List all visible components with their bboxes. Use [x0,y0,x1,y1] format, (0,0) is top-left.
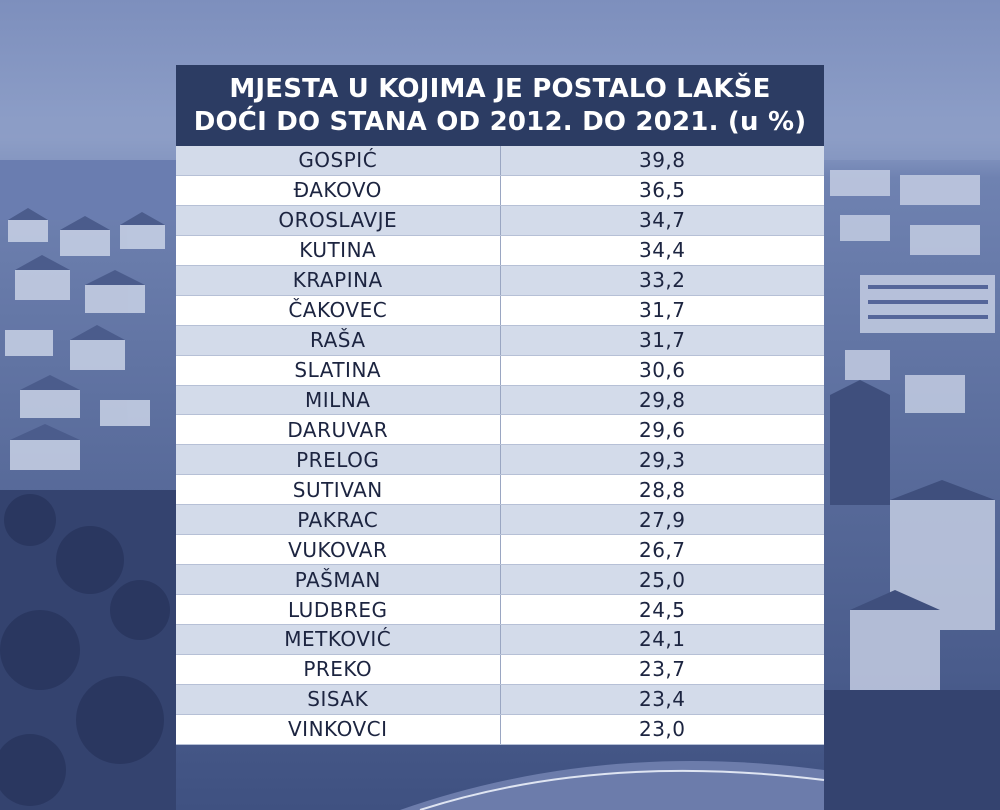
place-name-cell: GOSPIĆ [176,146,501,175]
table-row: GOSPIĆ 39,8 [176,146,824,176]
place-name-cell: ĐAKOVO [176,175,501,205]
percent-value-cell: 31,7 [638,328,686,353]
place-name-cell: LUDBREG [176,595,501,624]
table-row: VINKOVCI 23,0 [176,714,824,745]
percent-value-cell: 29,8 [638,387,686,412]
place-name-cell: OROSLAVJE [176,205,501,235]
percent-value-cell: 39,8 [638,148,686,173]
table-title: MJESTA U KOJIMA JE POSTALO LAKŠE DOĆI DO… [176,65,824,146]
table-row: PRELOG 29,3 [176,445,824,476]
percent-value-cell: 34,4 [638,238,686,263]
table-row: MILNA 29,8 [176,385,824,416]
percent-value-cell: 26,7 [638,537,686,562]
place-name-cell: RAŠA [176,325,501,355]
table-row: VUKOVAR 26,7 [176,535,824,566]
percent-value-cell: 30,6 [638,358,686,383]
data-table: MJESTA U KOJIMA JE POSTALO LAKŠE DOĆI DO… [176,65,824,745]
table-row: KRAPINA 33,2 [176,265,824,296]
title-line-2: DOĆI DO STANA OD 2012. DO 2021. (u %) [193,106,807,137]
place-name-cell: KRAPINA [176,265,501,295]
place-name-cell: PREKO [176,654,501,684]
place-name-cell: ČAKOVEC [176,295,501,325]
percent-value-cell: 24,5 [638,597,686,622]
table-row: OROSLAVJE 34,7 [176,205,824,236]
place-name-cell: SISAK [176,684,501,714]
table-row: PREKO 23,7 [176,654,824,685]
percent-value-cell: 27,9 [638,507,686,532]
table-row: SLATINA 30,6 [176,355,824,386]
place-name-cell: PRELOG [176,445,501,475]
place-name-cell: PAKRAC [176,505,501,535]
table-row: PAKRAC 27,9 [176,505,824,536]
place-name-cell: METKOVIĆ [176,625,501,654]
percent-value-cell: 29,3 [638,447,686,472]
percent-value-cell: 23,0 [638,717,686,742]
table-row: SUTIVAN 28,8 [176,475,824,506]
place-name-cell: VUKOVAR [176,535,501,565]
table-row: RAŠA 31,7 [176,325,824,356]
percent-value-cell: 36,5 [638,178,686,203]
table-row: DARUVAR 29,6 [176,415,824,446]
place-name-cell: SUTIVAN [176,475,501,505]
percent-value-cell: 23,7 [638,657,686,682]
place-name-cell: PAŠMAN [176,565,501,595]
percent-value-cell: 23,4 [638,687,686,712]
percent-value-cell: 31,7 [638,298,686,323]
table-row: SISAK 23,4 [176,684,824,715]
place-name-cell: KUTINA [176,235,501,265]
percent-value-cell: 34,7 [638,208,686,233]
percent-value-cell: 33,2 [638,268,686,293]
table-row: PAŠMAN 25,0 [176,565,824,596]
percent-value-cell: 29,6 [638,417,686,442]
table-body: GOSPIĆ 39,8 ĐAKOVO 36,5 OROSLAVJE 34,7 KUTINA 3… [176,146,824,745]
table-row: LUDBREG 24,5 [176,595,824,625]
place-name-cell: DARUVAR [176,415,501,445]
percent-value-cell: 24,1 [638,627,686,652]
table-row: METKOVIĆ 24,1 [176,625,824,655]
place-name-cell: SLATINA [176,355,501,385]
place-name-cell: VINKOVCI [176,714,501,744]
title-line-1: MJESTA U KOJIMA JE POSTALO LAKŠE [229,73,771,104]
table-row: KUTINA 34,4 [176,235,824,266]
place-name-cell: MILNA [176,385,501,415]
percent-value-cell: 28,8 [638,477,686,502]
percent-value-cell: 25,0 [638,567,686,592]
table-row: ĐAKOVO 36,5 [176,175,824,206]
table-row: ČAKOVEC 31,7 [176,295,824,326]
